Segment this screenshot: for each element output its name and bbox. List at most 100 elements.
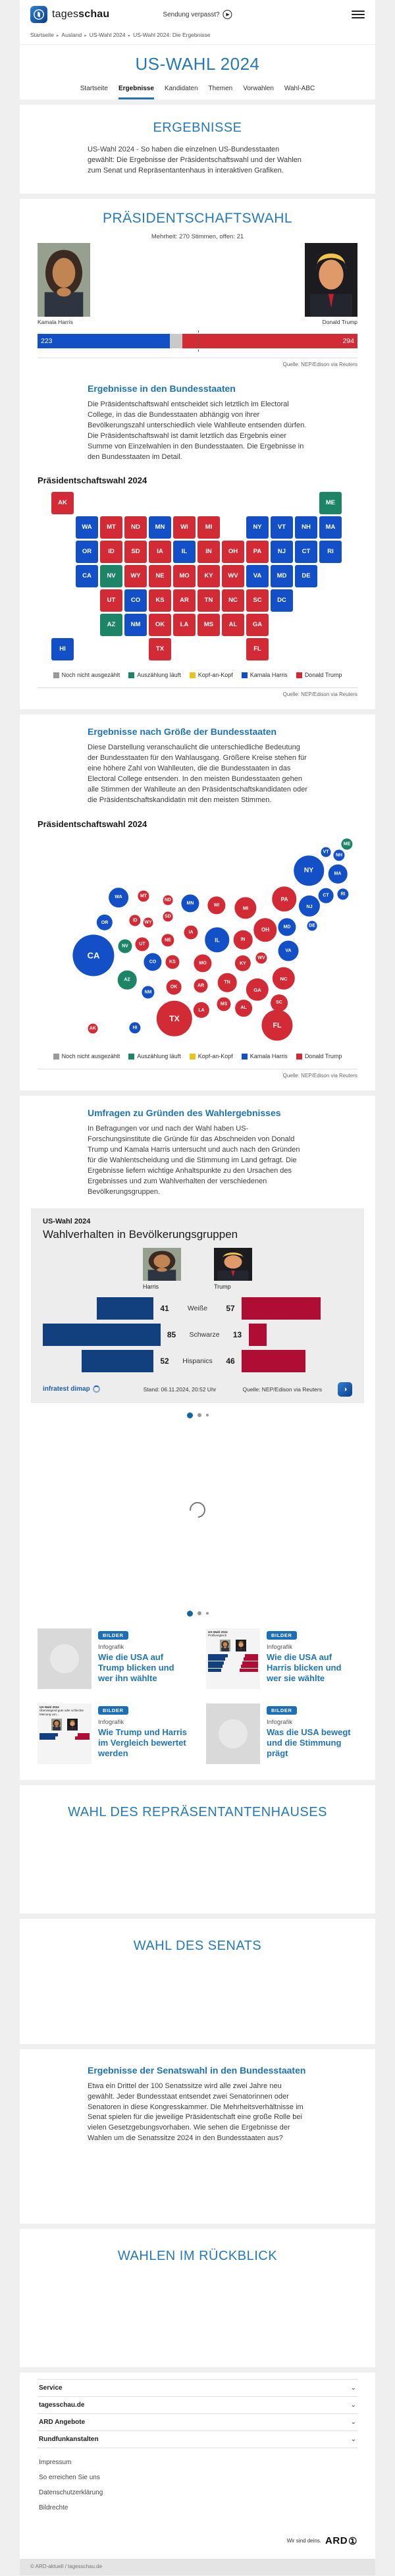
- state-bubble-NC[interactable]: NC: [272, 967, 296, 990]
- state-bubble-TX[interactable]: TX: [156, 1000, 193, 1037]
- state-bubble-AK[interactable]: AK: [88, 1023, 98, 1034]
- state-bubble-NJ[interactable]: NJ: [298, 895, 321, 917]
- groesse-heading[interactable]: Ergebnisse nach Größe der Bundesstaaten: [88, 726, 277, 738]
- teaser-card[interactable]: US-Wahl 2024 Überwiegend gute oder schlec…: [38, 1703, 189, 1764]
- state-bubble-IN[interactable]: IN: [233, 930, 253, 950]
- state-tile-NC[interactable]: NC: [222, 589, 244, 612]
- state-bubble-AZ[interactable]: AZ: [117, 970, 137, 990]
- state-bubble-IL[interactable]: IL: [205, 927, 230, 952]
- state-bubble-VT[interactable]: VT: [321, 847, 331, 857]
- state-bubble-CA[interactable]: CA: [72, 934, 115, 977]
- state-bubble-OK[interactable]: OK: [166, 979, 182, 995]
- state-bubble-ID[interactable]: ID: [129, 915, 141, 926]
- tab-startseite[interactable]: Startseite: [80, 85, 108, 92]
- state-tile-MA[interactable]: MA: [319, 516, 342, 539]
- state-bubble-TN[interactable]: TN: [217, 973, 237, 992]
- state-tile-MD[interactable]: MD: [271, 565, 293, 588]
- state-bubble-SD[interactable]: SD: [163, 911, 173, 922]
- teaser-title[interactable]: Wie Trump und Harris im Vergleich bewert…: [98, 1727, 187, 1759]
- state-tile-NJ[interactable]: NJ: [271, 541, 293, 564]
- teaser-card[interactable]: BILDER Infografik Wie die USA auf Trump bl…: [38, 1628, 189, 1689]
- state-tile-SC[interactable]: SC: [246, 589, 269, 612]
- state-bubble-WY[interactable]: WY: [143, 917, 153, 928]
- state-tile-HI[interactable]: HI: [51, 638, 74, 661]
- carousel-dot-3[interactable]: [205, 1414, 209, 1417]
- tab-wahlabc[interactable]: Wahl-ABC: [284, 85, 315, 92]
- state-bubble-MT[interactable]: MT: [138, 890, 149, 902]
- state-tile-AL[interactable]: AL: [222, 614, 244, 637]
- state-tile-GA[interactable]: GA: [246, 614, 269, 637]
- umfragen-heading[interactable]: Umfragen zu Gründen des Wahlergebnisses: [88, 1108, 281, 1119]
- state-bubble-LA[interactable]: LA: [193, 1002, 210, 1019]
- state-tile-DE[interactable]: DE: [295, 565, 317, 588]
- teaser-card[interactable]: BILDER Infografik Was die USA bewegt und d…: [206, 1703, 357, 1764]
- state-tile-MI[interactable]: MI: [198, 516, 220, 539]
- footer-accordion-tagesschaude[interactable]: tagesschau.de ⌄: [38, 2396, 357, 2413]
- state-bubble-AR[interactable]: AR: [194, 979, 208, 993]
- state-tile-CT[interactable]: CT: [295, 541, 317, 564]
- carousel-dot-3[interactable]: [205, 1612, 209, 1615]
- state-bubble-AL[interactable]: AL: [235, 1000, 252, 1017]
- state-bubble-ME[interactable]: ME: [341, 838, 353, 850]
- state-tile-MO[interactable]: MO: [173, 565, 196, 588]
- state-tile-WV[interactable]: WV: [222, 565, 244, 588]
- tab-ergebnisse[interactable]: Ergebnisse: [118, 85, 154, 99]
- breadcrumb-item[interactable]: Startseite: [30, 32, 54, 38]
- state-tile-IA[interactable]: IA: [149, 541, 171, 564]
- carousel-dot-2[interactable]: [197, 1413, 201, 1418]
- carousel-dot-1[interactable]: [186, 1610, 193, 1617]
- state-bubble-HI[interactable]: HI: [129, 1022, 141, 1034]
- state-bubble-OR[interactable]: OR: [96, 914, 113, 931]
- footer-link-bildrechte[interactable]: Bildrechte: [39, 2504, 68, 2511]
- breadcrumb-item[interactable]: US-Wahl 2024: [89, 32, 126, 38]
- state-bubble-WA[interactable]: WA: [109, 888, 128, 907]
- state-tile-SD[interactable]: SD: [124, 541, 147, 564]
- state-bubble-VA[interactable]: VA: [278, 940, 299, 961]
- footer-accordion-ardangebote[interactable]: ARD Angebote ⌄: [38, 2413, 357, 2430]
- footer-link-impressum[interactable]: Impressum: [39, 2458, 72, 2466]
- play-icon[interactable]: ▶: [223, 10, 232, 19]
- state-bubble-RI[interactable]: RI: [337, 888, 349, 900]
- footer-link-soerreichensieuns[interactable]: So erreichen Sie uns: [39, 2473, 100, 2481]
- state-bubble-DE[interactable]: DE: [307, 921, 317, 931]
- state-tile-NM[interactable]: NM: [124, 614, 147, 637]
- teaser-card[interactable]: US-Wahl 2024 Profilvergleich BILDER Infogra…: [206, 1628, 357, 1689]
- state-bubble-ND[interactable]: ND: [163, 895, 173, 905]
- tab-vorwahlen[interactable]: Vorwahlen: [243, 85, 274, 92]
- state-bubble-NM[interactable]: NM: [142, 986, 155, 999]
- state-tile-WY[interactable]: WY: [124, 565, 147, 588]
- state-tile-WA[interactable]: WA: [76, 516, 98, 539]
- state-tile-AK[interactable]: AK: [51, 492, 74, 515]
- state-bubble-PA[interactable]: PA: [272, 886, 297, 911]
- state-bubble-MS[interactable]: MS: [217, 997, 231, 1011]
- footer-accordion-rundfunkanstalten[interactable]: Rundfunkanstalten ⌄: [38, 2430, 357, 2448]
- state-tile-DC[interactable]: DC: [271, 589, 293, 612]
- state-tile-OH[interactable]: OH: [222, 541, 244, 564]
- state-tile-UT[interactable]: UT: [100, 589, 122, 612]
- teaser-title[interactable]: Was die USA bewegt und die Stimmung präg…: [267, 1727, 351, 1759]
- senatswahl-heading[interactable]: Ergebnisse der Senatswahl in den Bundess…: [88, 2064, 306, 2076]
- teaser-title[interactable]: Wie die USA auf Trump blicken und wer ih…: [98, 1651, 174, 1684]
- state-bubble-NV[interactable]: NV: [118, 939, 132, 953]
- state-bubble-MI[interactable]: MI: [234, 897, 257, 919]
- state-bubble-KS[interactable]: KS: [165, 955, 180, 969]
- state-tile-AR[interactable]: AR: [173, 589, 196, 612]
- state-tile-KY[interactable]: KY: [198, 565, 220, 588]
- state-bubble-NH[interactable]: NH: [333, 849, 345, 861]
- tagesschau-logo[interactable]: tagesschau: [30, 6, 109, 23]
- tab-kandidaten[interactable]: Kandidaten: [164, 85, 198, 92]
- state-bubble-MN[interactable]: MN: [181, 894, 199, 913]
- tab-themen[interactable]: Themen: [208, 85, 233, 92]
- hamburger-menu-icon[interactable]: [352, 9, 365, 20]
- state-tile-IL[interactable]: IL: [173, 541, 196, 564]
- state-bubble-OH[interactable]: OH: [253, 918, 277, 942]
- state-tile-NY[interactable]: NY: [246, 516, 269, 539]
- breadcrumb-item[interactable]: Ausland: [61, 32, 82, 38]
- state-tile-AZ[interactable]: AZ: [100, 614, 122, 637]
- state-tile-FL[interactable]: FL: [246, 638, 269, 661]
- state-tile-NH[interactable]: NH: [295, 516, 317, 539]
- state-tile-TX[interactable]: TX: [149, 638, 171, 661]
- footer-link-datenschutzerklrung[interactable]: Datenschutzerklärung: [39, 2488, 103, 2496]
- state-tile-NE[interactable]: NE: [149, 565, 171, 588]
- state-tile-KS[interactable]: KS: [149, 589, 171, 612]
